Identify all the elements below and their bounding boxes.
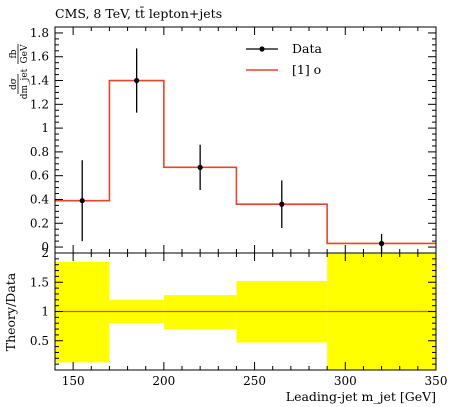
ratio-y-tick-label: 0.5 <box>30 334 49 348</box>
legend-theory-label: [1] o <box>292 62 321 77</box>
y-label-unit-numerator: fb <box>9 49 19 58</box>
data-point <box>134 77 140 84</box>
data-point <box>378 240 385 247</box>
y-tick-label: 0.8 <box>30 145 49 159</box>
y-axis-label: dσ dm_jet fb GeV <box>9 44 30 99</box>
legend-data-marker <box>259 46 265 52</box>
chart-title: CMS, 8 TeV, tt̄ lepton+jets <box>55 5 222 21</box>
data-point <box>79 198 85 204</box>
x-axis-label: Leading-jet m_jet [GeV] <box>286 389 436 404</box>
ratio-y-tick-label: 1 <box>41 305 49 319</box>
legend-data-label: Data <box>292 41 322 56</box>
y-tick-label: 0 <box>41 240 49 254</box>
y-tick-label: 1 <box>41 121 49 135</box>
y-tick-label: 1.8 <box>30 26 49 40</box>
x-tick-label: 250 <box>243 374 266 388</box>
y-tick-label: 1.2 <box>30 97 49 111</box>
y-tick-label: 1.6 <box>30 50 49 64</box>
theory-step-line <box>55 79 436 245</box>
y-tick-label: 1.4 <box>30 74 49 88</box>
ratio-y-tick-label: 1.5 <box>30 275 49 289</box>
data-point <box>279 201 285 207</box>
y-tick-label: 0.4 <box>30 192 49 206</box>
x-tick-label: 200 <box>152 374 175 388</box>
main-frame <box>54 26 437 254</box>
ratio-y-axis-label: Theory/Data <box>3 272 18 351</box>
data-point <box>197 164 203 170</box>
x-tick-label: 150 <box>62 374 85 388</box>
x-tick-label: 300 <box>334 374 357 388</box>
y-label-denominator: dm_jet <box>20 68 30 99</box>
x-tick-label: 350 <box>425 374 448 388</box>
y-label-unit-denominator: GeV <box>20 44 30 64</box>
y-tick-label: 0.6 <box>30 169 49 183</box>
y-label-numerator: dσ <box>9 78 19 90</box>
ratio-y-tick-label: 2 <box>41 246 49 260</box>
y-tick-label: 0.2 <box>30 216 49 230</box>
